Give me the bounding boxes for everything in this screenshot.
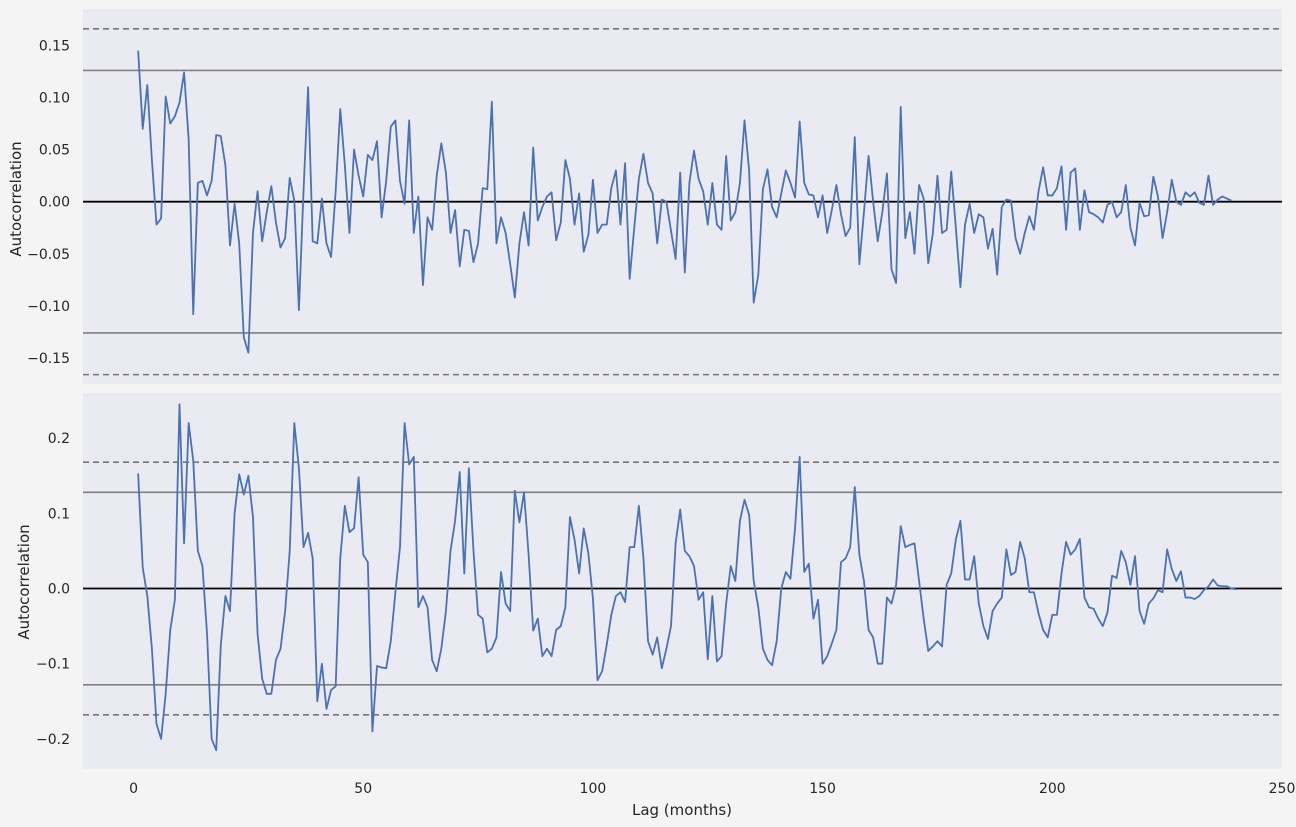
bottom-acf-line (137, 403, 1237, 752)
bottom-y-tick-label: −0.2 (36, 732, 70, 748)
bottom-y-tick-label: 0.1 (48, 506, 70, 522)
bottom-y-tick-label: 0.0 (48, 582, 70, 598)
bottom-x-tick-label: 0 (129, 781, 138, 797)
bottom-acf-panel: −0.2 −0.1 0.0 0.1 0.2 0 50 100 150 200 250 Autoco… (15, 393, 1295, 819)
bottom-x-tick-label: 50 (354, 781, 372, 797)
bottom-x-tick-label: 100 (580, 781, 607, 797)
top-y-tick-labels: −0.15 −0.10 −0.05 0.00 0.05 0.10 0.15 (27, 38, 70, 367)
bottom-plot-area (83, 393, 1282, 769)
top-y-tick-label: 0.15 (39, 38, 70, 54)
bottom-y-tick-label: 0.2 (48, 431, 70, 447)
top-y-tick-label: −0.05 (27, 247, 70, 263)
bottom-y-tick-labels: −0.2 −0.1 0.0 0.1 0.2 (36, 431, 70, 748)
top-y-axis-label: Autocorrelation (7, 141, 25, 256)
top-y-tick-label: 0.00 (39, 195, 70, 211)
bottom-x-tick-labels: 0 50 100 150 200 250 (129, 781, 1295, 797)
bottom-y-axis-label: Autocorrelation (15, 524, 33, 639)
bottom-x-tick-label: 150 (809, 781, 836, 797)
top-acf-line (137, 50, 1232, 354)
top-y-tick-label: 0.10 (39, 91, 70, 107)
x-axis-label: Lag (months) (632, 801, 732, 819)
top-y-tick-label: 0.05 (39, 143, 70, 159)
top-y-tick-label: −0.10 (27, 299, 70, 315)
bottom-x-tick-label: 250 (1269, 781, 1296, 797)
top-acf-panel: −0.15 −0.10 −0.05 0.00 0.05 0.10 0.15 Autocorr… (7, 9, 1282, 384)
bottom-x-tick-label: 200 (1039, 781, 1066, 797)
top-y-tick-label: −0.15 (27, 351, 70, 367)
bottom-y-tick-label: −0.1 (36, 657, 70, 673)
top-plot-area (83, 9, 1282, 384)
